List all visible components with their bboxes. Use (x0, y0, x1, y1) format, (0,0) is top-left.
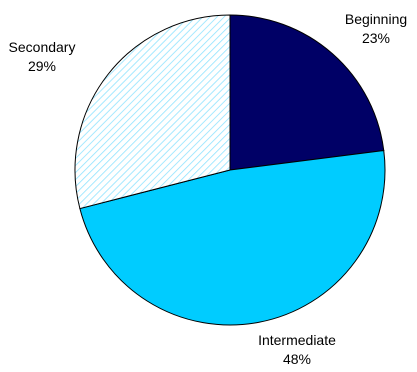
pie-slice-beginning (229, 14, 385, 171)
slice-label-beginning-name: Beginning (345, 11, 407, 27)
slice-label-intermediate-percent: 48% (283, 351, 311, 367)
slice-label-intermediate-name: Intermediate (258, 332, 336, 348)
pie-slice-intermediate (79, 150, 386, 326)
slice-label-beginning-percent: 23% (362, 30, 390, 46)
pie-slice-secondary (74, 14, 231, 210)
slice-label-secondary-percent: 29% (28, 58, 56, 74)
slice-label-secondary-name: Secondary (9, 39, 76, 55)
pie-slices (74, 14, 386, 326)
